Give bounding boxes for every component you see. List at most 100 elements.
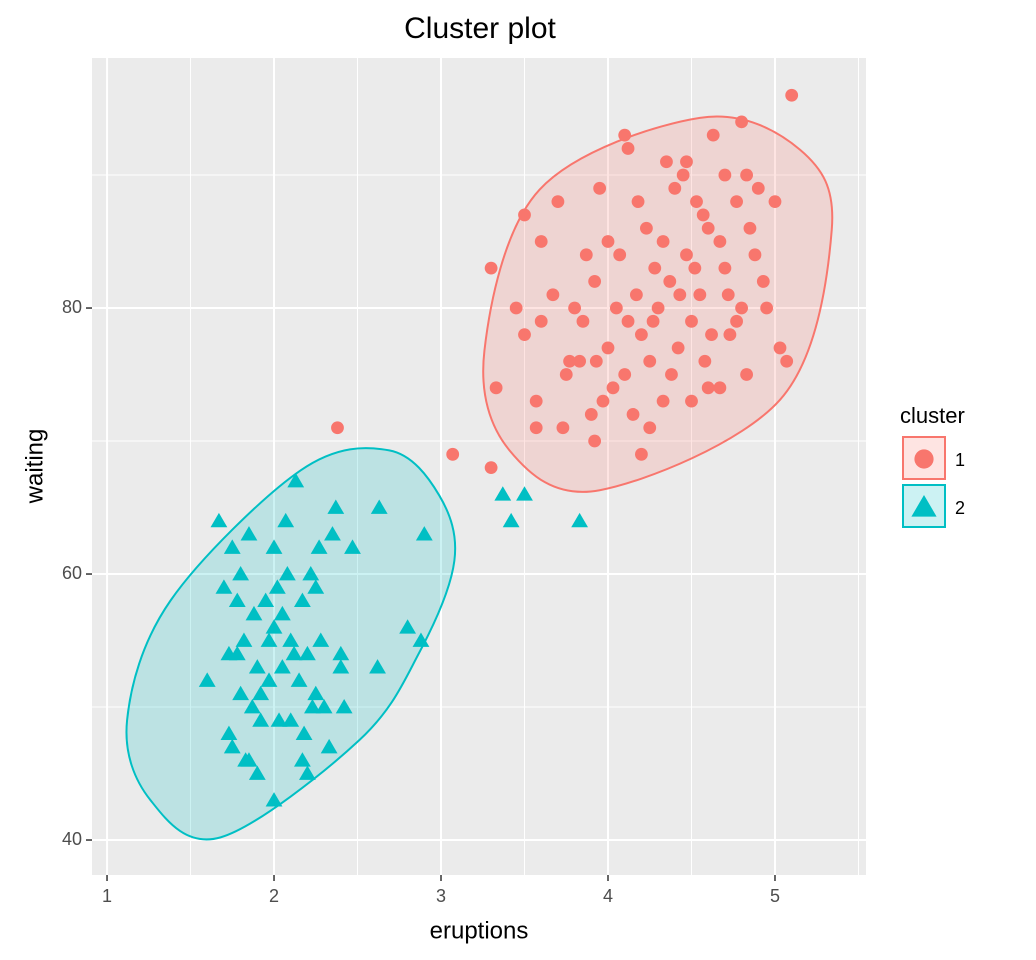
point xyxy=(320,738,338,754)
point xyxy=(601,235,615,248)
point xyxy=(593,181,607,195)
point xyxy=(735,301,748,315)
point xyxy=(584,408,598,421)
point xyxy=(701,221,715,235)
point xyxy=(688,261,702,275)
point xyxy=(294,592,311,608)
point xyxy=(643,354,657,368)
x-tick-label: 1 xyxy=(102,886,112,906)
point xyxy=(680,155,693,169)
point xyxy=(215,579,233,594)
point xyxy=(718,261,732,275)
axes: 1 2 3 4 5 40 60 80 xyxy=(62,297,780,906)
point xyxy=(265,792,283,807)
point xyxy=(631,195,645,209)
point xyxy=(618,128,632,142)
y-tick-label: 40 xyxy=(62,829,82,849)
point xyxy=(618,368,632,381)
point xyxy=(273,659,291,674)
point xyxy=(518,328,531,342)
point xyxy=(240,752,258,767)
point xyxy=(232,685,250,701)
point xyxy=(412,632,430,647)
point xyxy=(228,592,246,608)
point xyxy=(248,765,266,780)
point xyxy=(228,645,246,661)
point xyxy=(294,752,311,767)
point xyxy=(559,368,573,381)
point xyxy=(685,314,698,328)
point xyxy=(210,512,228,528)
point xyxy=(629,288,643,302)
point xyxy=(235,632,253,647)
chart-title: Cluster plot xyxy=(404,12,556,45)
point xyxy=(588,275,602,288)
point xyxy=(696,208,710,222)
point xyxy=(415,526,433,541)
point xyxy=(563,354,576,368)
point xyxy=(568,301,582,315)
y-tick-label: 80 xyxy=(62,297,82,317)
point xyxy=(634,328,648,342)
point xyxy=(601,341,615,355)
point xyxy=(494,486,512,501)
point xyxy=(312,632,330,647)
point xyxy=(299,645,316,661)
point xyxy=(648,261,662,275)
point xyxy=(324,526,341,541)
point xyxy=(243,699,261,714)
point xyxy=(327,499,345,514)
point xyxy=(665,368,678,381)
point xyxy=(260,632,278,647)
point xyxy=(576,314,590,328)
marks xyxy=(125,88,834,841)
point xyxy=(245,605,263,621)
point xyxy=(640,221,653,235)
point xyxy=(370,499,388,514)
point xyxy=(331,421,344,435)
point xyxy=(609,301,623,315)
point xyxy=(546,288,560,302)
point xyxy=(534,235,548,248)
point xyxy=(606,381,620,395)
point xyxy=(780,354,794,368)
point xyxy=(551,195,565,209)
point xyxy=(740,168,754,182)
point xyxy=(268,579,286,594)
point xyxy=(634,447,648,461)
point xyxy=(751,181,765,195)
point xyxy=(760,301,774,315)
point xyxy=(571,512,589,528)
grid xyxy=(92,58,866,875)
point xyxy=(509,301,523,315)
point xyxy=(579,248,593,262)
point xyxy=(713,381,727,395)
point xyxy=(626,408,640,421)
point xyxy=(248,659,266,674)
point xyxy=(676,168,690,182)
x-tick-label: 5 xyxy=(770,886,780,906)
y-axis-label: waiting xyxy=(21,429,48,505)
legend-label: 1 xyxy=(955,450,965,470)
point xyxy=(518,208,531,222)
point xyxy=(693,288,707,302)
point xyxy=(335,699,353,714)
point xyxy=(295,725,313,741)
point xyxy=(621,142,635,155)
point xyxy=(277,512,295,528)
point xyxy=(304,699,321,714)
point xyxy=(265,539,283,554)
point xyxy=(748,248,762,262)
point xyxy=(529,394,543,408)
point xyxy=(446,447,460,461)
point xyxy=(673,288,687,302)
point xyxy=(223,738,241,754)
point xyxy=(534,314,548,328)
point xyxy=(756,275,770,288)
point xyxy=(252,685,270,701)
point xyxy=(646,314,660,328)
point xyxy=(718,168,732,182)
point xyxy=(484,261,498,275)
point xyxy=(705,328,718,342)
point xyxy=(285,645,303,661)
